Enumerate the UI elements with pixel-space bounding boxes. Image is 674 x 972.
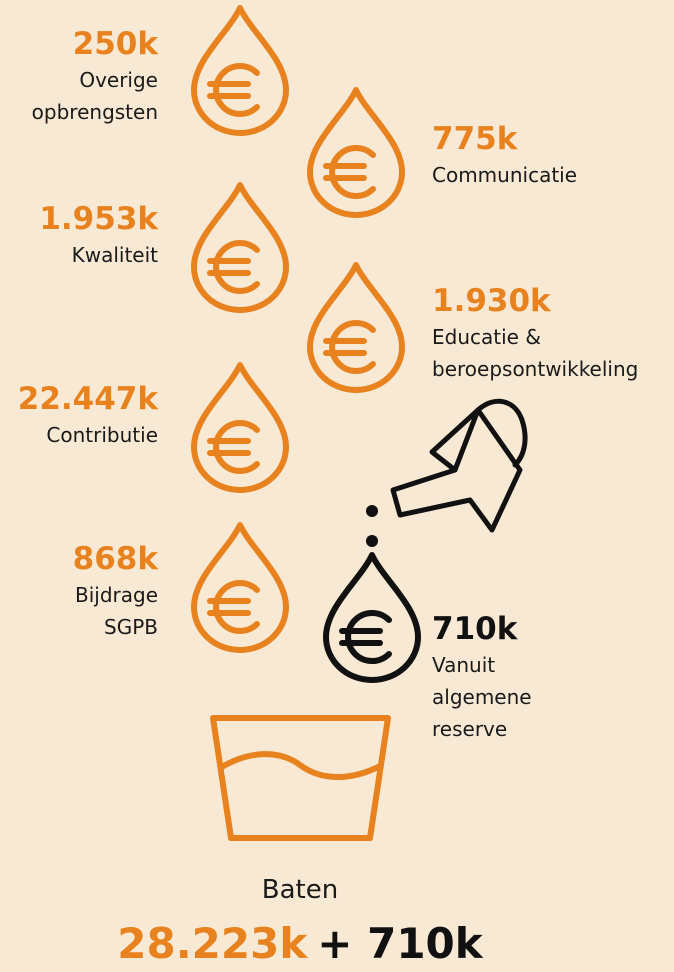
label: opbrengsten: [32, 100, 158, 124]
total: 28.223k+ 710k: [117, 919, 484, 968]
amount: 775k: [432, 121, 519, 157]
background: [0, 0, 674, 972]
total-label: Baten: [262, 875, 338, 905]
amount: 868k: [73, 541, 160, 577]
drip: [366, 535, 378, 547]
amount: 710k: [432, 611, 519, 647]
label: beroepsontwikkeling: [432, 357, 638, 381]
total-extra: + 710k: [317, 919, 483, 968]
amount: 1.930k: [432, 283, 552, 319]
label: Vanuit: [432, 653, 495, 677]
label: SGPB: [104, 615, 158, 639]
amount: 250k: [73, 26, 160, 62]
label: Bijdrage: [75, 583, 158, 607]
drip: [366, 505, 378, 517]
label: Overige: [79, 68, 158, 92]
label: Kwaliteit: [72, 243, 159, 267]
label: Communicatie: [432, 163, 577, 187]
label: algemene: [432, 685, 532, 709]
label: reserve: [432, 717, 507, 741]
amount: 22.447k: [18, 381, 160, 417]
total-amount: 28.223k: [117, 919, 308, 968]
label: Contributie: [46, 423, 158, 447]
amount: 1.953k: [39, 201, 159, 237]
label: Educatie &: [432, 325, 541, 349]
infographic: Baten 28.223k+ 710k 250k Overige opbrengst…: [0, 0, 674, 972]
